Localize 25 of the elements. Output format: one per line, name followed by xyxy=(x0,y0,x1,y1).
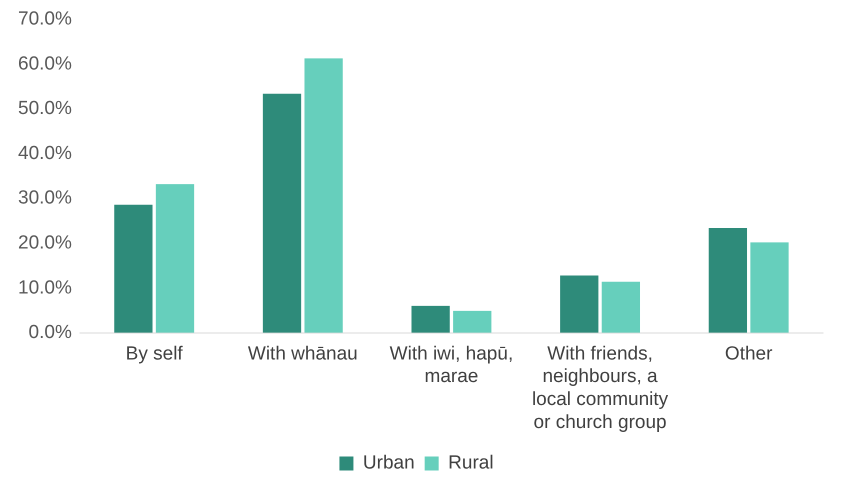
y-tick-label: 50.0% xyxy=(18,98,72,120)
bar xyxy=(411,306,450,333)
x-tick-label: With whānau xyxy=(248,343,358,364)
bar xyxy=(453,310,492,333)
bar xyxy=(602,282,640,333)
bar xyxy=(304,58,343,333)
y-tick-label: 10.0% xyxy=(18,277,72,298)
y-tick-label: 60.0% xyxy=(18,53,72,74)
bar xyxy=(750,242,789,333)
y-tick-label: 30.0% xyxy=(18,188,72,209)
y-tick-label: 20.0% xyxy=(18,232,72,254)
x-tick-label: Other xyxy=(724,343,774,364)
x-tick-label: With iwi, hapū, marae xyxy=(390,343,514,388)
bar xyxy=(262,94,302,333)
bar xyxy=(708,228,748,333)
bar xyxy=(560,275,598,333)
y-tick-label: 0.0% xyxy=(28,322,72,344)
legend-label: Urban xyxy=(362,452,415,474)
x-tick-label: With friends, neighbours, a local community or church group xyxy=(532,343,669,433)
y-tick-label: 40.0% xyxy=(18,142,72,164)
bar xyxy=(156,184,194,333)
legend-label: Rural xyxy=(448,452,494,474)
bar xyxy=(114,204,153,333)
y-tick-label: 70.0% xyxy=(18,8,72,30)
x-tick-label: By self xyxy=(126,343,184,364)
